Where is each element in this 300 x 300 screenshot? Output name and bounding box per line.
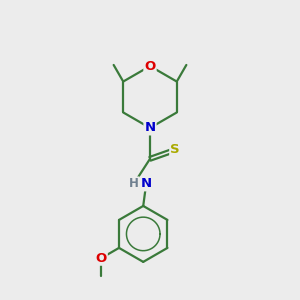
Text: N: N: [141, 177, 152, 190]
Text: O: O: [95, 252, 107, 265]
Text: N: N: [144, 122, 156, 134]
Text: O: O: [144, 60, 156, 73]
Text: S: S: [170, 143, 180, 157]
Text: H: H: [129, 177, 139, 190]
